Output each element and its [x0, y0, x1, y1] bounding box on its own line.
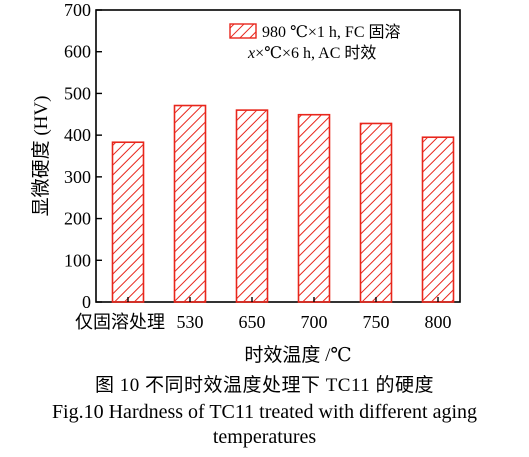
legend-variable: x: [247, 45, 255, 62]
x-tick-label: 700: [301, 312, 328, 332]
x-tick-label: 800: [425, 312, 452, 332]
x-axis: 仅固溶处理 530 650 700 750 800: [75, 297, 452, 332]
y-tick-label: 100: [64, 250, 91, 270]
bars: [111, 104, 455, 303]
bar: [421, 136, 455, 303]
legend-line-2-rest: ×℃×6 h, AC 时效: [255, 44, 376, 62]
y-tick-label: 300: [64, 167, 91, 187]
bar: [111, 141, 145, 303]
x-tick-label: 750: [363, 312, 390, 332]
figure-caption-en-line1: Fig.10 Hardness of TC11 treated with dif…: [51, 401, 478, 423]
bar: [359, 122, 393, 303]
figure-caption-en: Fig.10 Hardness of TC11 treated with dif…: [0, 400, 529, 450]
y-tick-label: 500: [64, 83, 91, 103]
y-tick-label: 400: [64, 125, 91, 145]
bar: [173, 104, 207, 303]
legend-swatch: [229, 23, 257, 39]
bar: [235, 109, 269, 303]
y-tick-label: 200: [64, 209, 91, 229]
x-axis-title: 时效温度 /℃: [244, 344, 351, 366]
legend-line-2: x×℃×6 h, AC 时效: [247, 44, 376, 62]
bar: [297, 113, 331, 303]
legend-line-1: 980 ℃×1 h, FC 固溶: [262, 23, 401, 41]
x-tick-label: 530: [177, 312, 204, 332]
y-tick-label: 700: [64, 0, 91, 20]
figure-caption-cn: 图 10 不同时效温度处理下 TC11 的硬度: [94, 375, 435, 396]
figure-caption-en-line2: temperatures: [212, 426, 317, 448]
y-tick-label: 0: [82, 292, 91, 312]
bar-chart: 0 100 200 300 400 500 600 700 仅固溶处理 530 650 700 750…: [30, 0, 461, 366]
legend: 980 ℃×1 h, FC 固溶 x×℃×6 h, AC 时效: [229, 23, 401, 62]
y-tick-label: 600: [64, 42, 91, 62]
plot-frame: [95, 9, 461, 303]
y-axis: 0 100 200 300 400 500 600 700: [64, 0, 102, 312]
x-tick-label: 650: [239, 312, 266, 332]
x-tick-label: 仅固溶处理: [75, 312, 165, 332]
y-axis-title: 显微硬度 (HV): [30, 96, 52, 217]
